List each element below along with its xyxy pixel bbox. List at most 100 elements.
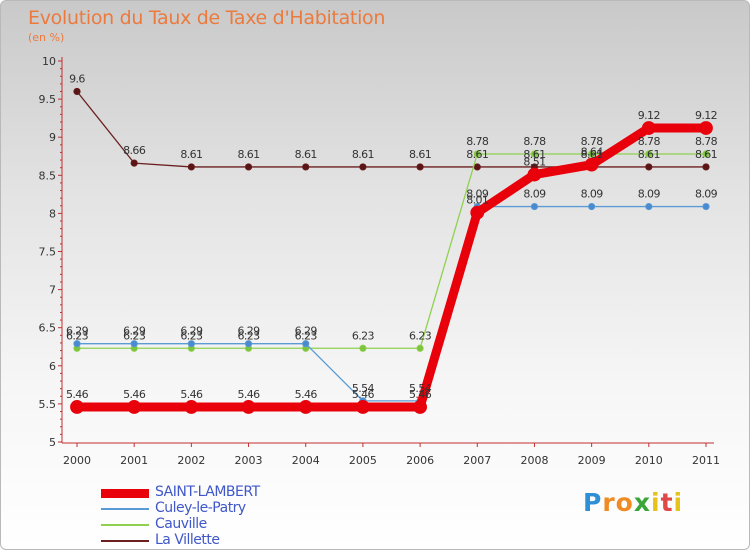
legend-label: Culey-le-Patry (155, 500, 246, 516)
data-point (302, 340, 310, 348)
logo-letter: o (615, 488, 634, 517)
data-point (130, 159, 138, 167)
data-point (702, 150, 710, 158)
data-point (645, 202, 653, 211)
data-point (413, 400, 427, 414)
data-point (356, 400, 370, 414)
legend-label: La Villette (155, 532, 220, 548)
data-point (241, 400, 256, 414)
data-label: 8.61 (409, 148, 431, 161)
y-tick-label: 7 (49, 284, 56, 297)
data-point (702, 202, 710, 211)
series-line (76, 153, 707, 349)
data-label: 8.09 (581, 188, 604, 201)
data-point (298, 400, 313, 414)
data-point (187, 163, 195, 171)
data-label: 9.6 (69, 72, 85, 85)
series-line (76, 90, 707, 168)
data-point (359, 163, 367, 171)
data-label: 8.61 (237, 148, 259, 161)
data-label: 6.23 (123, 329, 146, 342)
data-point (702, 163, 710, 171)
logo-letter: x (633, 488, 651, 517)
data-label: 5.46 (66, 388, 89, 401)
data-label: 8.64 (581, 146, 604, 159)
x-tick-label: 2000 (63, 454, 91, 467)
data-point (473, 163, 481, 171)
data-label: 9.12 (695, 109, 717, 122)
x-tick-label: 2006 (406, 454, 434, 467)
data-label: 8.61 (180, 148, 202, 161)
x-tick-label: 2004 (292, 454, 320, 467)
data-point (641, 121, 656, 135)
series-culey-le-patry (73, 202, 710, 405)
data-point (127, 400, 142, 414)
data-point (645, 150, 653, 158)
data-label: 5.46 (180, 388, 203, 401)
logo-letter: i (651, 488, 661, 517)
y-tick-label: 6 (49, 360, 56, 373)
legend-swatch (101, 488, 149, 498)
data-label: 5.46 (352, 388, 375, 401)
data-point (416, 163, 424, 171)
data-label: 8.61 (352, 148, 374, 161)
data-point (527, 167, 542, 182)
chart-subtitle: (en %) (28, 31, 65, 44)
data-point (416, 344, 424, 352)
data-point (73, 340, 81, 348)
data-point (244, 340, 253, 348)
logo-letter: r (602, 488, 616, 517)
data-point (470, 205, 485, 220)
logo-letter: i (673, 488, 684, 517)
data-point (73, 87, 81, 96)
x-tick-label: 2008 (520, 454, 548, 467)
series-line (72, 123, 711, 412)
data-point (588, 202, 596, 211)
data-point (530, 202, 539, 211)
data-label: 6.29 (180, 325, 203, 338)
y-tick-label: 9.5 (39, 93, 57, 106)
data-point (244, 163, 253, 171)
data-point (473, 150, 481, 158)
data-label: 8.61 (695, 148, 717, 161)
x-tick-label: 2011 (692, 454, 720, 467)
data-label: 8.61 (581, 148, 603, 161)
data-label: 9.12 (638, 109, 660, 122)
legend-swatch (101, 540, 149, 542)
data-label: 6.23 (295, 329, 318, 342)
data-label: 8.09 (695, 188, 718, 201)
data-label: 8.01 (466, 194, 488, 207)
x-tick-label: 2003 (235, 454, 263, 467)
x-tick-label: 2009 (578, 454, 606, 467)
data-label: 8.09 (523, 188, 546, 201)
data-label: 8.78 (523, 135, 546, 148)
data-label: 8.61 (523, 148, 545, 161)
x-tick-label: 2001 (120, 454, 148, 467)
data-label: 8.61 (295, 148, 317, 161)
y-tick-label: 10 (42, 55, 56, 68)
data-label: 6.29 (123, 325, 146, 338)
y-tick-label: 5 (49, 436, 56, 449)
legend-label: Cauville (155, 516, 207, 532)
data-label: 5.46 (123, 388, 146, 401)
data-point (645, 163, 653, 171)
logo-letter: t (660, 488, 674, 517)
data-point (588, 150, 596, 158)
series-cauville (73, 150, 710, 352)
data-point (699, 121, 713, 135)
data-label: 6.23 (237, 329, 260, 342)
data-label: 8.78 (466, 135, 489, 148)
proxiti-logo: Proxiti (583, 488, 683, 517)
legend-label: SAINT-LAMBERT (155, 484, 260, 500)
data-label: 8.51 (523, 156, 545, 169)
data-label: 6.23 (409, 329, 432, 342)
data-label: 5.46 (409, 388, 432, 401)
data-label: 8.09 (466, 188, 489, 201)
y-tick-label: 8 (49, 207, 56, 220)
data-label: 8.66 (123, 144, 146, 157)
y-tick-label: 7.5 (39, 246, 57, 259)
data-label: 6.23 (352, 329, 375, 342)
data-label: 6.29 (237, 325, 260, 338)
x-tick-label: 2007 (463, 454, 491, 467)
